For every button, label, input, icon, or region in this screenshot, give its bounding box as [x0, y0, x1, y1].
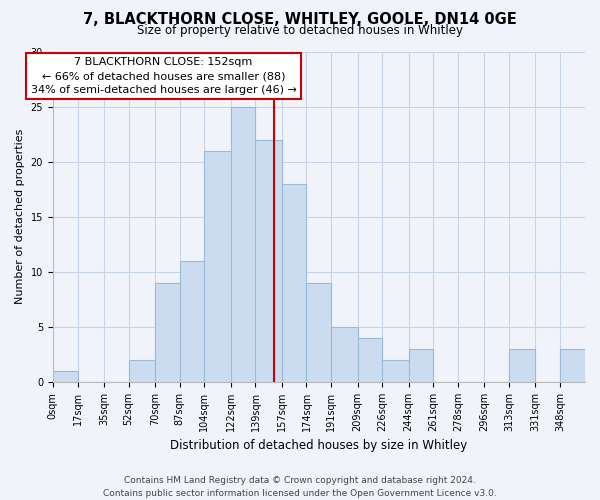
- Bar: [282, 184, 307, 382]
- Y-axis label: Number of detached properties: Number of detached properties: [15, 129, 25, 304]
- Bar: [128, 360, 155, 382]
- Bar: [358, 338, 382, 382]
- X-axis label: Distribution of detached houses by size in Whitley: Distribution of detached houses by size …: [170, 440, 467, 452]
- Bar: [256, 140, 282, 382]
- Bar: [560, 349, 585, 382]
- Bar: [53, 371, 77, 382]
- Bar: [382, 360, 409, 382]
- Bar: [230, 106, 256, 382]
- Bar: [307, 283, 331, 382]
- Text: Size of property relative to detached houses in Whitley: Size of property relative to detached ho…: [137, 24, 463, 37]
- Text: 7, BLACKTHORN CLOSE, WHITLEY, GOOLE, DN14 0GE: 7, BLACKTHORN CLOSE, WHITLEY, GOOLE, DN1…: [83, 12, 517, 28]
- Bar: [409, 349, 433, 382]
- Text: Contains HM Land Registry data © Crown copyright and database right 2024.
Contai: Contains HM Land Registry data © Crown c…: [103, 476, 497, 498]
- Bar: [179, 261, 205, 382]
- Text: 7 BLACKTHORN CLOSE: 152sqm
← 66% of detached houses are smaller (88)
34% of semi: 7 BLACKTHORN CLOSE: 152sqm ← 66% of deta…: [31, 57, 296, 95]
- Bar: [331, 327, 358, 382]
- Bar: [205, 150, 230, 382]
- Bar: [509, 349, 535, 382]
- Bar: [155, 283, 179, 382]
